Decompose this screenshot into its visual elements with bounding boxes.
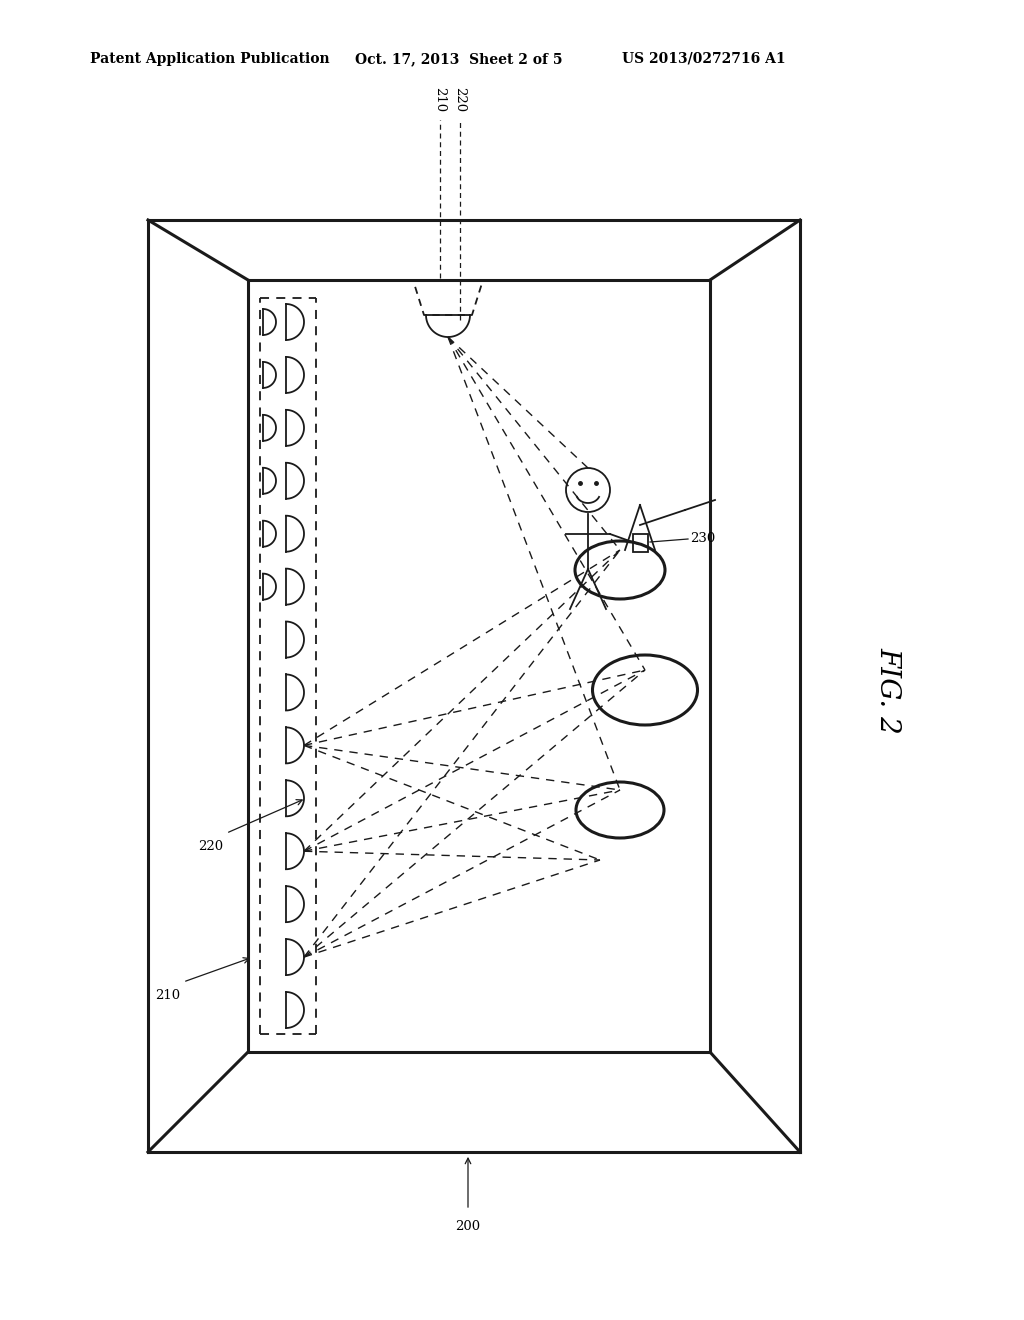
- Text: 210: 210: [433, 87, 446, 112]
- Text: FIG. 2: FIG. 2: [874, 647, 901, 734]
- Text: US 2013/0272716 A1: US 2013/0272716 A1: [622, 51, 785, 66]
- Text: 220: 220: [454, 87, 467, 112]
- Text: Oct. 17, 2013  Sheet 2 of 5: Oct. 17, 2013 Sheet 2 of 5: [355, 51, 562, 66]
- Text: Patent Application Publication: Patent Application Publication: [90, 51, 330, 66]
- Text: 200: 200: [456, 1220, 480, 1233]
- Text: 230: 230: [690, 532, 715, 545]
- Bar: [633, 535, 648, 552]
- Text: 220: 220: [198, 841, 223, 853]
- Text: 210: 210: [155, 989, 180, 1002]
